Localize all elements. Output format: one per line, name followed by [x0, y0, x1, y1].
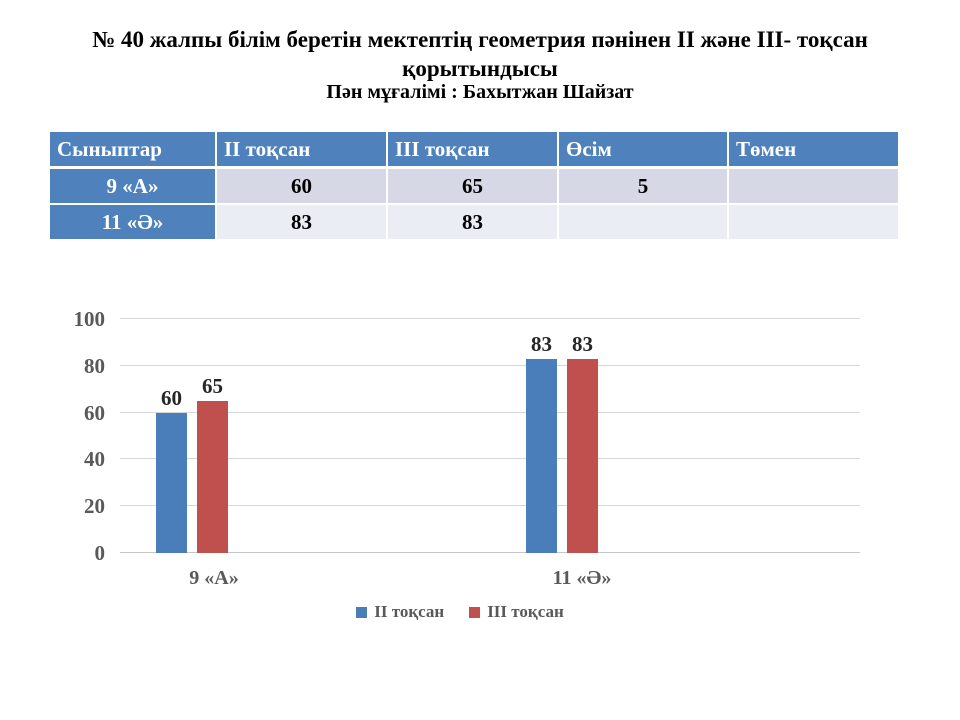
table-row: 9 «А» 60 65 5 [48, 166, 900, 205]
grid-line [120, 318, 860, 319]
y-axis-tick-label: 40 [84, 447, 105, 472]
header-growth: Өсім [557, 130, 729, 169]
table-row: 11 «Ә» 83 83 [48, 203, 900, 241]
y-axis-tick-label: 80 [84, 353, 105, 378]
slide-title-line1: № 40 жалпы білім беретін мектептің геоме… [92, 27, 868, 52]
legend-item: II тоқсан [356, 602, 444, 622]
category-label: 9 «А» [189, 567, 239, 589]
legend-item: III тоқсан [469, 602, 564, 622]
bar [156, 413, 187, 553]
bar-value-label: 60 [161, 386, 182, 410]
results-table: Сыныптар II тоқсан III тоқсан Өсім Төмен… [48, 130, 900, 241]
grid-line [120, 505, 860, 507]
grid-line [120, 411, 860, 413]
y-axis-tick-label: 20 [84, 494, 105, 519]
bar-chart: II тоқсан III тоқсан 0 20 40 60 80 100 60 83 65 83… [60, 300, 860, 630]
bar [197, 401, 228, 553]
header-quarter-2: II тоқсан [215, 130, 388, 169]
y-axis-tick-label: 60 [84, 400, 105, 425]
header-quarter-3: III тоқсан [386, 130, 559, 169]
chart-legend: II тоқсан III тоқсан [60, 602, 860, 622]
bar-value-label: 83 [572, 332, 593, 356]
bar-value-label: 65 [202, 374, 223, 398]
bar [526, 359, 557, 553]
slide-title-line2: қорытындысы [402, 56, 558, 81]
y-axis-tick-label: 0 [94, 541, 106, 565]
table-cell: 60 [215, 166, 388, 205]
category-label: 11 «Ә» [552, 567, 612, 589]
row-label-cell: 9 «А» [48, 166, 217, 205]
slide-subtitle: Пән мұғалімі : Бахытжан Шайзат [326, 81, 634, 103]
table-cell: 5 [557, 166, 729, 205]
bar [567, 359, 598, 553]
table-cell [557, 203, 729, 241]
table-cell: 83 [386, 203, 559, 241]
legend-swatch [469, 606, 481, 618]
grid-line [120, 552, 860, 553]
grid-line [120, 364, 860, 366]
header-decline: Төмен [727, 130, 900, 169]
legend-swatch [356, 606, 368, 618]
grid-line [120, 458, 860, 460]
row-label-cell: 11 «Ә» [48, 203, 217, 241]
table-cell: 65 [386, 166, 559, 205]
table-cell [727, 166, 900, 205]
header-classes: Сыныптар [48, 130, 217, 169]
bar-value-label: 83 [531, 332, 552, 356]
table-header-row: Сыныптар II тоқсан III тоқсан Өсім Төмен [48, 130, 900, 169]
table-cell: 83 [215, 203, 388, 241]
y-axis-tick-label: 100 [73, 307, 106, 331]
legend-label: III тоқсан [487, 602, 564, 621]
legend-label: II тоқсан [374, 602, 445, 621]
table-cell [727, 203, 900, 241]
